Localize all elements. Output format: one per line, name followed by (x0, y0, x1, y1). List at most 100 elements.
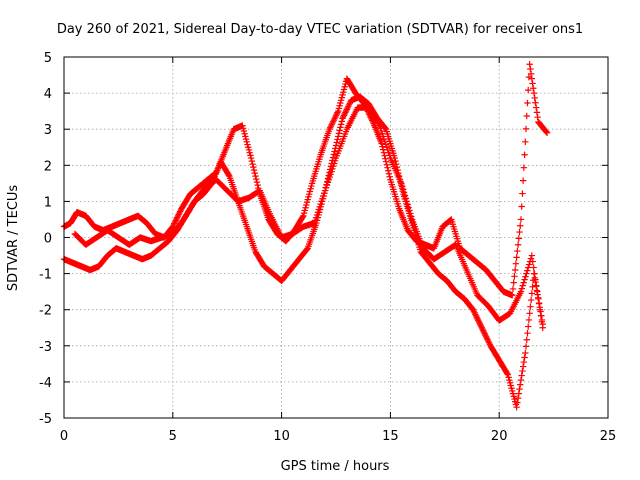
tick-labels: 0 5 10 15 20 25 -5 -4 -3 -2 -1 0 1 2 3 4 5 (39, 51, 616, 444)
data-point-track-a (525, 73, 533, 81)
data-point-track-a (532, 104, 540, 111)
data-point-track-a (171, 220, 178, 227)
y-tick-label: 3 (44, 123, 52, 138)
data-point-track-b (523, 336, 530, 343)
data-point-track-a (513, 254, 520, 261)
data-point-track-b (474, 315, 481, 322)
data-point-track-a (170, 221, 177, 229)
data-point-track-a (520, 164, 528, 171)
data-point-track-b (341, 110, 348, 118)
data-point-track-a (174, 212, 182, 220)
data-point-track-a (330, 116, 338, 124)
data-point-track-c (529, 258, 536, 265)
data-point-track-a (509, 292, 516, 299)
data-point-track-a (514, 241, 522, 248)
data-point-track-c (407, 210, 414, 217)
data-point-track-a (531, 94, 538, 102)
data-point-track-b (338, 118, 346, 125)
data-point-track-b (477, 321, 484, 328)
data-point-track-b (472, 312, 480, 319)
data-point-track-c (398, 180, 405, 187)
data-point-track-a (173, 215, 180, 223)
data-point-track-a (173, 214, 181, 221)
data-point-track-c (539, 324, 546, 331)
data-point-track-c (405, 204, 412, 211)
data-point-track-a (334, 109, 341, 116)
data-point-track-c (519, 282, 526, 289)
data-point-track-b (340, 113, 347, 121)
data-point-track-b (470, 308, 478, 315)
data-point-track-b (330, 151, 338, 158)
data-point-track-b (335, 130, 343, 137)
data-point-track-a (169, 223, 176, 230)
data-point-track-b (514, 394, 522, 402)
data-point-track-b (517, 381, 524, 388)
data-point-track-a (533, 109, 541, 116)
data-point-track-b (517, 376, 525, 384)
data-point-track-a (530, 89, 538, 97)
data-point-track-c (523, 270, 530, 277)
data-point-track-b (345, 103, 352, 110)
data-point-track-a (328, 121, 335, 128)
data-point-track-b (474, 317, 482, 324)
data-point-track-b (528, 290, 536, 297)
data-point-track-a (532, 99, 539, 106)
data-point-track-c (401, 192, 409, 199)
data-point-track-a (511, 273, 518, 280)
data-point-track-a (249, 160, 256, 168)
data-point-track-a (528, 75, 536, 82)
x-tick-label: 20 (491, 429, 508, 444)
data-point-track-b (482, 332, 489, 339)
data-point-track-a (176, 208, 184, 215)
data-point-track-c (524, 267, 531, 274)
data-point-track-b (483, 335, 491, 342)
data-point-track-a (384, 164, 391, 171)
x-tick-label: 15 (382, 429, 399, 444)
data-point-track-a (329, 119, 336, 127)
data-point-track-a (543, 128, 550, 136)
data-point-track-b (337, 121, 345, 128)
data-point-track-a (523, 112, 530, 120)
data-point-track-b (392, 157, 399, 165)
data-point-track-c (534, 288, 541, 295)
data-point-track-a (527, 65, 534, 73)
data-point-track-a (247, 154, 255, 162)
data-point-track-a (522, 138, 529, 146)
data-point-track-b (513, 403, 520, 411)
chart-title: Day 260 of 2021, Sidereal Day-to-day VTE… (57, 22, 583, 37)
data-point-track-a (524, 99, 531, 107)
data-point-track-a (171, 218, 179, 226)
data-point-track-c (535, 300, 543, 307)
data-point-track-b (303, 246, 311, 253)
data-point-track-c (536, 306, 544, 313)
data-point-track-b (521, 354, 528, 361)
data-point-track-a (518, 203, 525, 210)
data-point-track-a (514, 247, 521, 255)
data-point-track-a (517, 222, 524, 229)
data-point-track-a (176, 209, 183, 217)
data-point-track-a (382, 155, 389, 162)
data-point-track-b (343, 106, 351, 113)
data-point-track-a (327, 122, 335, 130)
data-point-track-a (332, 113, 339, 121)
data-point-track-b (482, 333, 490, 340)
data-point-track-b (331, 148, 338, 155)
data-point-track-a (329, 118, 337, 125)
data-point-track-b (514, 399, 521, 406)
data-point-track-a (175, 211, 182, 218)
data-point-track-b (225, 171, 232, 179)
data-point-track-c (520, 279, 527, 286)
data-point-track-a (516, 228, 523, 236)
data-point-track-a (299, 213, 306, 221)
data-point-track-a (250, 163, 257, 171)
data-point-track-b (345, 101, 353, 109)
data-point-track-a (519, 177, 527, 184)
y-tick-label: -2 (39, 304, 52, 319)
data-point-track-b (485, 338, 492, 345)
data-point-track-b (481, 330, 488, 337)
data-point-track-c (404, 201, 411, 208)
data-point-track-c (522, 273, 529, 280)
data-point-track-a (530, 85, 537, 92)
x-tick-label: 10 (273, 429, 290, 444)
data-point-track-b (475, 318, 483, 325)
